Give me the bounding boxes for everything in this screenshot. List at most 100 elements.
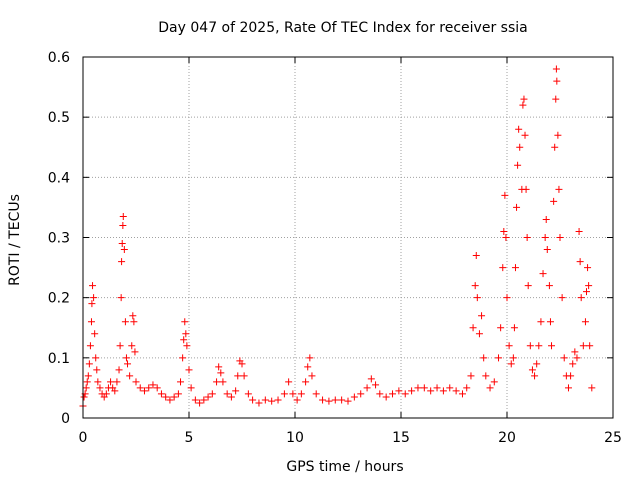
data-point	[427, 387, 435, 395]
data-point	[215, 363, 223, 371]
data-point	[80, 393, 88, 401]
data-point	[118, 240, 126, 248]
data-point	[217, 369, 225, 377]
data-point	[546, 318, 554, 326]
data-point	[308, 372, 316, 380]
data-point	[83, 378, 91, 386]
data-point	[111, 387, 119, 395]
data-point	[238, 360, 246, 368]
data-point	[91, 330, 99, 338]
data-point	[505, 342, 513, 350]
data-point	[516, 143, 524, 151]
data-point	[87, 318, 95, 326]
data-point	[522, 185, 530, 193]
data-point	[543, 246, 551, 254]
data-point	[85, 360, 93, 368]
data-point	[234, 372, 242, 380]
data-point	[588, 384, 596, 392]
data-point	[497, 324, 505, 332]
data-point	[367, 375, 375, 383]
data-point	[528, 366, 536, 374]
data-point	[92, 354, 100, 362]
data-point	[149, 381, 157, 389]
data-point	[469, 324, 477, 332]
data-point	[191, 396, 199, 404]
data-point	[285, 378, 293, 386]
data-point	[531, 372, 539, 380]
data-point	[86, 342, 94, 350]
data-point	[289, 390, 297, 398]
data-point	[499, 264, 507, 272]
data-point	[520, 95, 528, 103]
data-point	[576, 258, 584, 266]
data-point	[255, 399, 263, 407]
data-point	[486, 384, 494, 392]
data-point	[439, 387, 447, 395]
data-point	[420, 384, 428, 392]
data-point	[304, 363, 312, 371]
data-point	[526, 342, 534, 350]
data-point	[539, 270, 547, 278]
data-point	[122, 354, 130, 362]
data-point	[113, 378, 121, 386]
data-point	[515, 125, 523, 133]
data-point	[478, 312, 486, 320]
data-point	[93, 366, 101, 374]
data-point	[472, 252, 480, 260]
data-point	[579, 342, 587, 350]
data-point	[556, 234, 564, 241]
data-point	[408, 387, 416, 395]
data-point	[117, 294, 125, 302]
data-point	[586, 342, 594, 350]
data-point	[350, 393, 358, 401]
data-point	[174, 390, 182, 398]
data-point	[514, 161, 522, 169]
data-point	[179, 354, 187, 362]
data-point	[107, 378, 115, 386]
data-point	[463, 384, 471, 392]
data-point	[551, 143, 559, 151]
data-point	[541, 234, 549, 241]
data-point	[357, 390, 365, 398]
data-point	[382, 393, 390, 401]
data-point	[554, 131, 562, 139]
data-point	[376, 390, 384, 398]
data-point	[475, 330, 483, 338]
data-point	[482, 372, 490, 380]
data-point	[372, 381, 380, 389]
data-point	[129, 312, 137, 320]
y-tick-label: 0	[61, 411, 70, 427]
data-point	[519, 101, 527, 109]
data-point	[126, 372, 134, 380]
data-point	[128, 342, 136, 350]
data-point	[509, 354, 517, 362]
data-point	[90, 294, 98, 302]
data-point	[507, 360, 515, 368]
data-point	[501, 191, 509, 199]
gridlines	[83, 57, 613, 418]
data-point	[119, 212, 127, 220]
data-point	[153, 384, 161, 392]
data-point	[452, 387, 460, 395]
data-point	[585, 282, 593, 290]
data-point	[537, 318, 545, 326]
data-point	[102, 390, 110, 398]
data-points	[79, 65, 596, 410]
x-axis-label: GPS time / hours	[286, 459, 403, 475]
data-point	[94, 378, 102, 386]
data-point	[124, 360, 132, 368]
data-point	[196, 399, 204, 407]
data-point	[338, 396, 346, 404]
data-point	[115, 366, 123, 374]
data-point	[249, 396, 257, 404]
data-point	[471, 282, 479, 290]
x-tick-label: 15	[392, 430, 410, 446]
data-point	[84, 372, 92, 380]
data-point	[297, 390, 305, 398]
data-point	[312, 390, 320, 398]
data-point	[302, 378, 310, 386]
data-point	[503, 294, 511, 302]
data-point	[116, 342, 124, 350]
data-point	[564, 384, 572, 392]
